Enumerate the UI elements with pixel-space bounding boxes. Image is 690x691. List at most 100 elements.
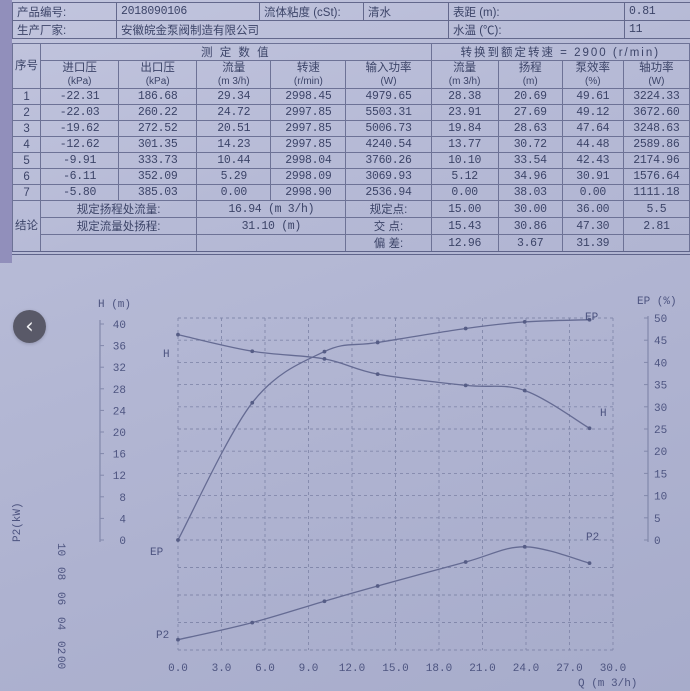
cell: 5.12 [430,168,499,185]
deviation-flow: 12.96 [430,234,499,254]
ep-tick-label: 45 [654,336,667,348]
viscosity-value: 清水 [363,2,449,21]
cell: 2998.09 [270,168,347,185]
spec-point-power: 5.5 [622,200,690,218]
cell: 19.84 [430,120,499,137]
deviation-label: 偏 差: [345,234,432,254]
cell: 2174.96 [622,152,690,169]
previous-image-button[interactable]: ‹ [13,310,46,343]
x-tick-label: 18.0 [426,663,452,675]
cell: 10.10 [430,152,499,169]
table-row: 3 -19.62 272.52 20.51 2997.85 5006.73 19.84 28.… [11,120,690,137]
curve-label-p2: P2 [156,630,169,642]
data-point-h [375,372,380,377]
cell: 1111.18 [622,184,690,201]
rated-head-flow-value: 16.94 (m 3/h) [196,200,347,218]
ep-tick-label: 20 [654,447,667,459]
p2-tick-label: 06 [54,592,66,605]
p2-tick-label: 10 [54,543,66,556]
measurement-rows: 1 -22.31 186.68 29.34 2998.45 4979.65 28.38 20.… [11,88,690,201]
cell: 49.12 [561,104,624,121]
cell: 2536.94 [345,184,432,201]
curve-label-ep: EP [585,312,599,324]
cell: 0.00 [561,184,624,201]
x-tick-label: 21.0 [469,663,495,675]
data-point-h [322,356,327,361]
rated-flow-head-label: 规定流量处扬程: [40,217,198,235]
p2-tick-label: 02 [54,641,66,654]
paper-edge-strip [0,0,12,263]
spec-point-label: 规定点: [345,200,432,218]
cell: 272.52 [118,120,198,137]
cell: 30.91 [561,168,624,185]
cell: 2997.85 [270,104,347,121]
curve-label-h: H [600,408,607,420]
curve-label-ep: EP [150,547,164,559]
ep-tick-label: 5 [654,514,661,526]
cell: 0.00 [196,184,272,201]
cell: -5.80 [40,184,120,201]
gauge-distance-value: 0.81 [624,2,690,21]
column-header-row: 进口压 (kPa) 出口压 (kPa) 流量 (m 3/h) 转速 (r/min) 输入… [13,60,690,89]
cell: 29.34 [196,88,272,105]
cell: 0.00 [430,184,499,201]
cell: 333.73 [118,152,198,169]
cell: 3672.60 [622,104,690,121]
data-point-ep [375,340,380,345]
cell: 3224.33 [622,88,690,105]
ep-tick-label: 50 [654,314,667,326]
cell: 2998.45 [270,88,347,105]
cell: 28.38 [430,88,499,105]
ep-tick-label: 35 [654,381,667,393]
data-point-p2 [375,584,380,588]
conclusion-row: 偏 差: 12.96 3.67 31.39 [13,234,690,254]
x-tick-label: 6.0 [255,663,275,675]
data-point-h [176,332,180,337]
cell: 4240.54 [345,136,432,153]
header-row-2: 生产厂家: 安徽皖金泵阀制造有限公司 水温 (℃): 11 [12,20,690,39]
col-header-flow-measured: 流量 (m 3/h) [196,60,272,89]
col-header-speed: 转速 (r/min) [270,60,347,89]
cell: 5503.31 [345,104,432,121]
cross-point-head: 30.86 [497,217,563,235]
cell: 2998.04 [270,152,347,169]
viscosity-label: 流体粘度 (cSt): [259,2,364,21]
product-no-value: 2018090106 [116,2,260,21]
manufacturer-value: 安徽皖金泵阀制造有限公司 [116,20,449,39]
cross-point-label: 交 点: [345,217,432,235]
cell: 24.72 [196,104,272,121]
cell: 20.69 [497,88,563,105]
col-header-input-power: 输入功率 (W) [345,60,432,89]
ep-tick-label: 25 [654,425,667,437]
chevron-left-icon: ‹ [25,314,34,338]
x-tick-label: 30.0 [600,663,626,675]
conclusion-row: 规定流量处扬程: 31.10 (m) 交 点: 15.43 30.86 47.3… [13,217,690,235]
cell: 3248.63 [622,120,690,137]
cell: 30.72 [497,136,563,153]
cell: 1 [11,88,42,105]
data-point-p2 [250,620,255,625]
cell: 186.68 [118,88,198,105]
ep-tick-label: 10 [654,492,667,504]
cell: 352.09 [118,168,198,185]
cell: 260.22 [118,104,198,121]
table-row: 7 -5.80 385.03 0.00 2998.90 2536.94 0.00 38.03 0… [11,184,690,201]
cell: -19.62 [40,120,120,137]
col-header-inlet-pressure: 进口压 (kPa) [40,60,120,89]
header-row-1: 产品编号: 2018090106 流体粘度 (cSt): 清水 表距 (m): … [12,2,690,21]
x-axis-title: Q (m 3/h) [578,678,637,690]
rated-flow-head-value: 31.10 (m) [196,217,347,235]
cell: 38.03 [497,184,563,201]
curve-label-h: H [163,349,170,361]
conclusion-header: 结论 [11,200,42,254]
cell: 4 [11,136,42,153]
table-row: 1 -22.31 186.68 29.34 2998.45 4979.65 28.38 20.… [11,88,690,105]
cell: 3069.93 [345,168,432,185]
h-axis-title: H (m) [98,299,131,311]
group-header-row: 序号 测 定 数 值 转换到额定转速 = 2900 (r/min) [11,43,690,89]
x-tick-label: 0.0 [168,663,188,675]
table-row: 6 -6.11 352.09 5.29 2998.09 3069.93 5.12 34.96 3… [11,168,690,185]
h-tick-label: 36 [113,342,126,354]
data-point-p2 [522,544,527,549]
water-temp-label: 水温 (℃): [448,20,625,39]
